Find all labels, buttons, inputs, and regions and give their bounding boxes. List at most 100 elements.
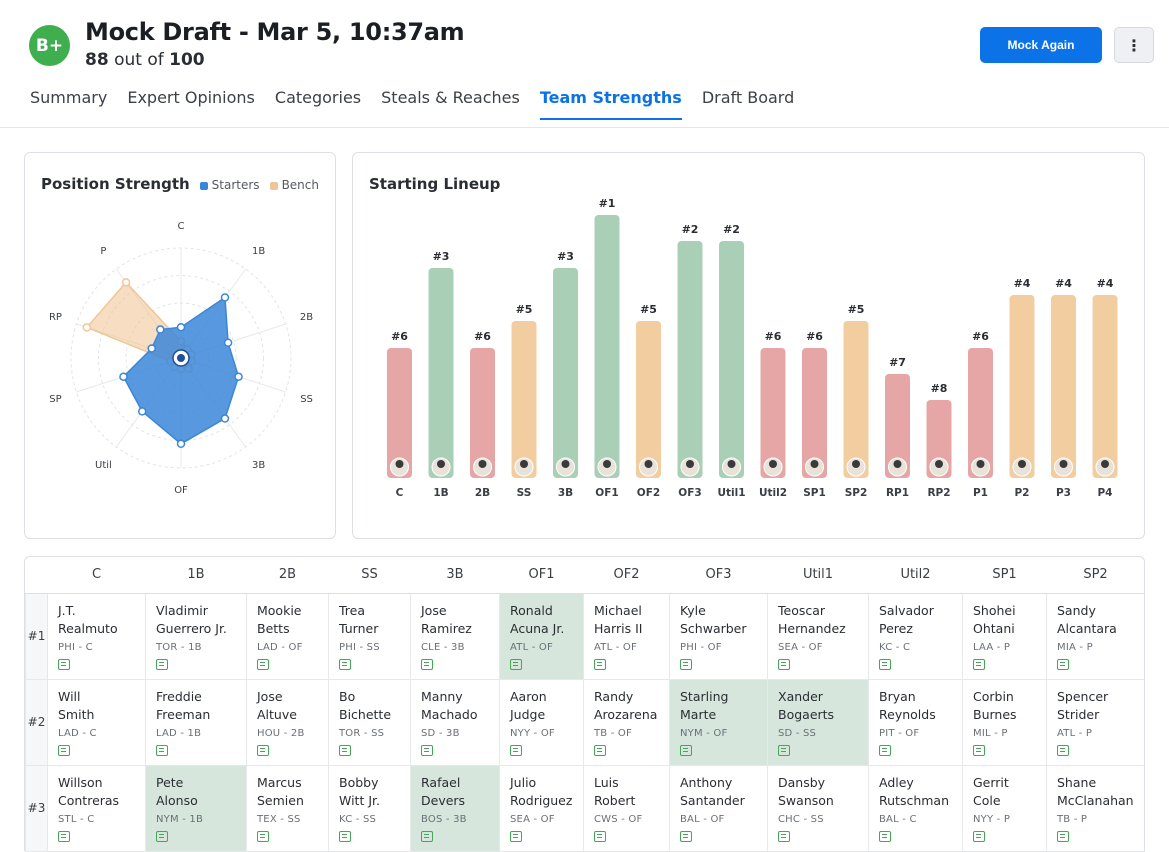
note-icon[interactable]: [257, 658, 269, 670]
player-cell[interactable]: Anthony Santander BAL - OF: [669, 764, 768, 852]
player-cell[interactable]: Adley Rutschman BAL - C: [868, 764, 963, 852]
more-options-button[interactable]: ⋮: [1114, 27, 1154, 63]
tab-expert-opinions[interactable]: Expert Opinions: [127, 88, 255, 107]
player-cell[interactable]: J.T. Realmuto PHI - C: [47, 592, 146, 680]
tab-summary[interactable]: Summary: [30, 88, 108, 107]
note-icon[interactable]: [973, 658, 985, 670]
player-last-name: Rutschman: [879, 792, 950, 808]
player-cell[interactable]: Jose Ramirez CLE - 3B: [410, 592, 500, 680]
tab-draft-board[interactable]: Draft Board: [701, 88, 795, 107]
note-icon[interactable]: [58, 658, 70, 670]
column-header-2b[interactable]: 2B: [246, 556, 329, 594]
note-icon[interactable]: [594, 830, 606, 842]
player-cell[interactable]: Bo Bichette TOR - SS: [328, 678, 411, 766]
player-cell[interactable]: Kyle Schwarber PHI - OF: [669, 592, 768, 680]
note-icon[interactable]: [680, 658, 692, 670]
note-icon[interactable]: [510, 658, 522, 670]
tab-steals-reaches[interactable]: Steals & Reaches: [381, 88, 520, 107]
player-cell[interactable]: Freddie Freeman LAD - 1B: [145, 678, 247, 766]
note-icon[interactable]: [1057, 658, 1069, 670]
column-header-util1[interactable]: Util1: [767, 556, 869, 594]
note-icon[interactable]: [257, 744, 269, 756]
column-header-c[interactable]: C: [47, 556, 146, 594]
player-cell[interactable]: Salvador Perez KC - C: [868, 592, 963, 680]
column-header-1b[interactable]: 1B: [145, 556, 247, 594]
player-cell[interactable]: Shohei Ohtani LAA - P: [962, 592, 1047, 680]
note-icon[interactable]: [594, 744, 606, 756]
player-cell[interactable]: Michael Harris II ATL - OF: [583, 592, 670, 680]
player-cell[interactable]: Willson Contreras STL - C: [47, 764, 146, 852]
player-last-name: Cole: [973, 792, 1001, 808]
player-cell[interactable]: Manny Machado SD - 3B: [410, 678, 500, 766]
tab-team-strengths[interactable]: Team Strengths: [539, 88, 682, 120]
player-cell[interactable]: Bryan Reynolds PIT - OF: [868, 678, 963, 766]
player-cell[interactable]: Luis Robert CWS - OF: [583, 764, 670, 852]
player-cell[interactable]: Randy Arozarena TB - OF: [583, 678, 670, 766]
player-cell[interactable]: Aaron Judge NYY - OF: [499, 678, 584, 766]
player-cell[interactable]: Rafael Devers BOS - 3B: [410, 764, 500, 852]
column-header-util2[interactable]: Util2: [868, 556, 963, 594]
note-icon[interactable]: [1057, 744, 1069, 756]
mock-again-button[interactable]: Mock Again: [980, 27, 1102, 63]
column-header-of1[interactable]: OF1: [499, 556, 584, 594]
player-cell[interactable]: Sandy Alcantara MIA - P: [1046, 592, 1145, 680]
player-cell[interactable]: Julio Rodriguez SEA - OF: [499, 764, 584, 852]
player-team-position: LAD - C: [58, 727, 97, 739]
player-cell[interactable]: Jose Altuve HOU - 2B: [246, 678, 329, 766]
player-cell[interactable]: Xander Bogaerts SD - SS: [767, 678, 869, 766]
note-icon[interactable]: [879, 830, 891, 842]
note-icon[interactable]: [1057, 830, 1069, 842]
note-icon[interactable]: [421, 658, 433, 670]
note-icon[interactable]: [778, 744, 790, 756]
note-icon[interactable]: [257, 830, 269, 842]
column-header-ss[interactable]: SS: [328, 556, 411, 594]
player-cell[interactable]: Shane McClanahan TB - P: [1046, 764, 1145, 852]
tab-categories[interactable]: Categories: [274, 88, 362, 107]
player-last-name: Arozarena: [594, 706, 658, 722]
note-icon[interactable]: [421, 830, 433, 842]
column-header-sp1[interactable]: SP1: [962, 556, 1047, 594]
player-cell[interactable]: Dansby Swanson CHC - SS: [767, 764, 869, 852]
note-icon[interactable]: [339, 744, 351, 756]
player-first-name: Pete: [156, 774, 184, 790]
note-icon[interactable]: [680, 744, 692, 756]
note-icon[interactable]: [421, 744, 433, 756]
player-cell[interactable]: Vladimir Guerrero Jr. TOR - 1B: [145, 592, 247, 680]
player-cell[interactable]: Ronald Acuna Jr. ATL - OF: [499, 592, 584, 680]
note-icon[interactable]: [510, 744, 522, 756]
player-cell[interactable]: Spencer Strider ATL - P: [1046, 678, 1145, 766]
note-icon[interactable]: [510, 830, 522, 842]
player-cell[interactable]: Trea Turner PHI - SS: [328, 592, 411, 680]
player-cell[interactable]: Gerrit Cole NYY - P: [962, 764, 1047, 852]
player-cell[interactable]: Will Smith LAD - C: [47, 678, 146, 766]
note-icon[interactable]: [156, 658, 168, 670]
note-icon[interactable]: [778, 658, 790, 670]
player-team-position: KC - SS: [339, 813, 377, 825]
note-icon[interactable]: [58, 830, 70, 842]
note-icon[interactable]: [973, 744, 985, 756]
player-cell[interactable]: Mookie Betts LAD - OF: [246, 592, 329, 680]
player-cell[interactable]: Teoscar Hernandez SEA - OF: [767, 592, 869, 680]
column-header-of3[interactable]: OF3: [669, 556, 768, 594]
column-header-3b[interactable]: 3B: [410, 556, 500, 594]
lineup-bar: [1092, 295, 1118, 478]
note-icon[interactable]: [680, 830, 692, 842]
column-header-of2[interactable]: OF2: [583, 556, 670, 594]
note-icon[interactable]: [58, 744, 70, 756]
note-icon[interactable]: [594, 658, 606, 670]
note-icon[interactable]: [156, 744, 168, 756]
player-cell[interactable]: Marcus Semien TEX - SS: [246, 764, 329, 852]
note-icon[interactable]: [156, 830, 168, 842]
player-cell[interactable]: Bobby Witt Jr. KC - SS: [328, 764, 411, 852]
note-icon[interactable]: [879, 658, 891, 670]
note-icon[interactable]: [339, 658, 351, 670]
column-header-sp2[interactable]: SP2: [1046, 556, 1145, 594]
player-cell[interactable]: Corbin Burnes MIL - P: [962, 678, 1047, 766]
note-icon[interactable]: [879, 744, 891, 756]
player-cell[interactable]: Starling Marte NYM - OF: [669, 678, 768, 766]
note-icon[interactable]: [339, 830, 351, 842]
player-cell[interactable]: Pete Alonso NYM - 1B: [145, 764, 247, 852]
note-icon[interactable]: [973, 830, 985, 842]
note-icon[interactable]: [778, 830, 790, 842]
player-last-name: Freeman: [156, 706, 211, 722]
